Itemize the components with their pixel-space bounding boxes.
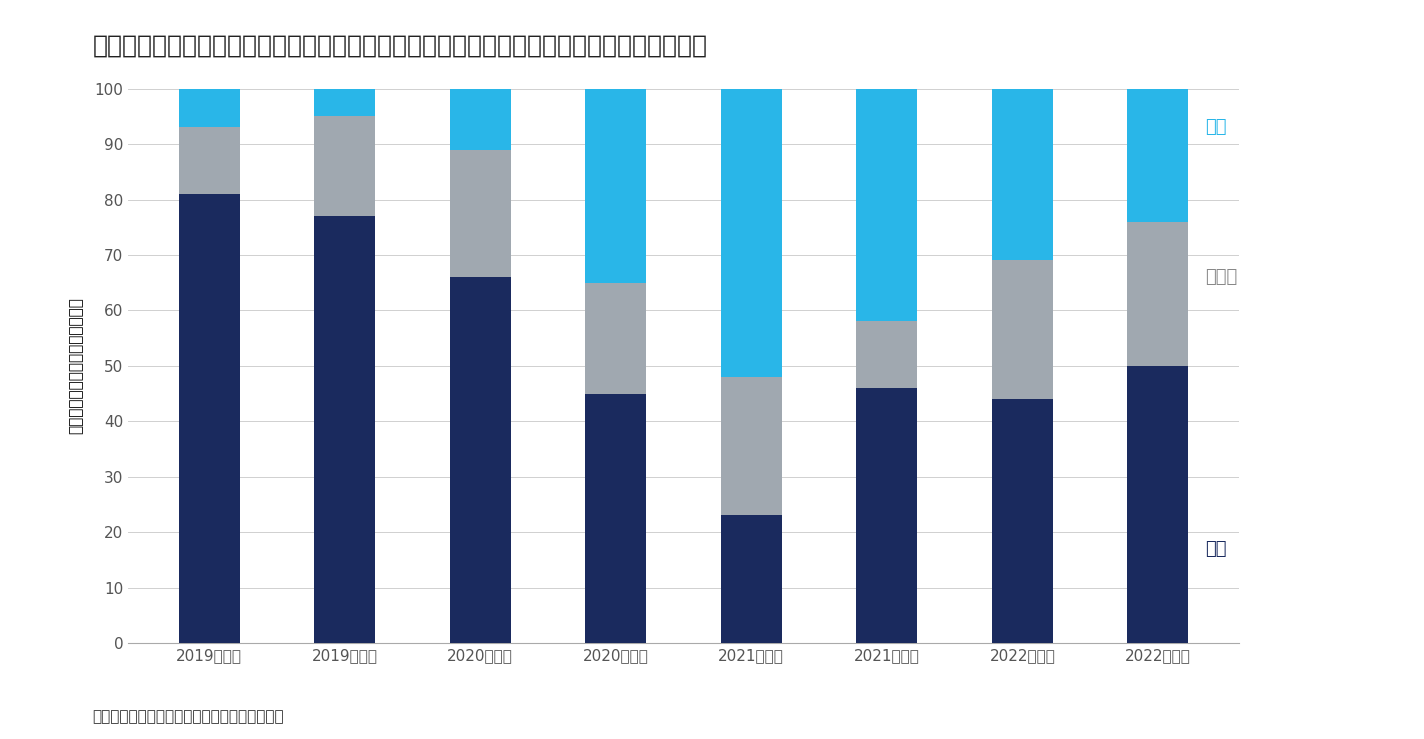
- Bar: [450, 89, 511, 149]
- Bar: [993, 399, 1052, 643]
- Bar: [993, 89, 1052, 260]
- Bar: [315, 89, 375, 116]
- Text: 同規模: 同規模: [1205, 268, 1237, 286]
- Bar: [178, 194, 239, 643]
- Bar: [178, 127, 239, 194]
- Bar: [315, 116, 375, 216]
- Bar: [450, 277, 511, 643]
- Bar: [856, 89, 917, 321]
- Bar: [315, 216, 375, 643]
- Bar: [585, 89, 646, 282]
- Text: 縮小: 縮小: [1205, 118, 1226, 137]
- Bar: [856, 388, 917, 643]
- Text: 図表５：オフィス移転件数における「拡張」・「同規模」・「縮小」の比率（情報通信業）: 図表５：オフィス移転件数における「拡張」・「同規模」・「縮小」の比率（情報通信業…: [93, 33, 708, 57]
- Y-axis label: 拡張・同規模・縮小の割合（％）: 拡張・同規模・縮小の割合（％）: [68, 297, 84, 435]
- Bar: [993, 260, 1052, 399]
- Bar: [1128, 366, 1189, 643]
- Bar: [856, 321, 917, 388]
- Bar: [721, 516, 782, 643]
- Bar: [585, 393, 646, 643]
- Bar: [721, 89, 782, 377]
- Bar: [450, 149, 511, 277]
- Bar: [585, 282, 646, 393]
- Bar: [1128, 222, 1189, 366]
- Bar: [1128, 89, 1189, 222]
- Bar: [721, 377, 782, 516]
- Bar: [178, 89, 239, 127]
- Text: 拡張: 拡張: [1205, 539, 1226, 558]
- Text: （出所）三幸エステート・ニッセイ基礎研究所: （出所）三幸エステート・ニッセイ基礎研究所: [93, 709, 285, 724]
